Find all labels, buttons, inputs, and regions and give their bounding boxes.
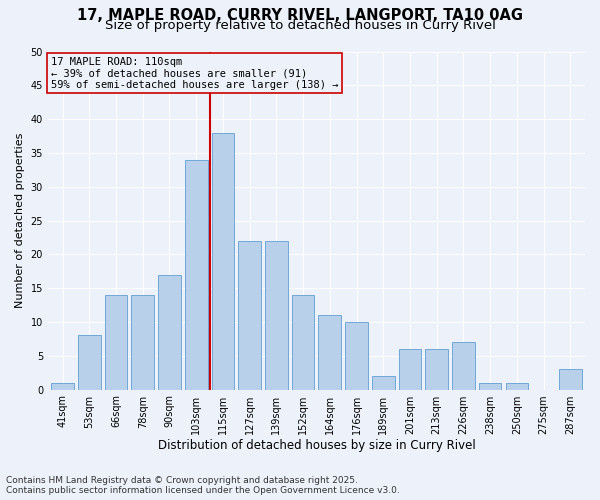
Bar (559, 370, 581, 390)
Bar (372, 376, 395, 390)
Text: 17, MAPLE ROAD, CURRY RIVEL, LANGPORT, TA10 0AG: 17, MAPLE ROAD, CURRY RIVEL, LANGPORT, T… (77, 8, 523, 22)
Bar (398, 349, 421, 390)
Bar (131, 295, 154, 390)
Bar (265, 241, 288, 390)
Bar (51, 383, 74, 390)
Bar (319, 315, 341, 390)
Bar (212, 132, 234, 390)
Bar (185, 160, 208, 390)
Y-axis label: Number of detached properties: Number of detached properties (15, 133, 25, 308)
Bar (506, 383, 528, 390)
Bar (292, 295, 314, 390)
Bar (158, 274, 181, 390)
Bar (104, 295, 127, 390)
Bar (479, 383, 502, 390)
Bar (238, 241, 261, 390)
Text: Contains HM Land Registry data © Crown copyright and database right 2025.
Contai: Contains HM Land Registry data © Crown c… (6, 476, 400, 495)
Bar (452, 342, 475, 390)
X-axis label: Distribution of detached houses by size in Curry Rivel: Distribution of detached houses by size … (158, 440, 475, 452)
Bar (78, 336, 101, 390)
Text: Size of property relative to detached houses in Curry Rivel: Size of property relative to detached ho… (104, 18, 496, 32)
Text: 17 MAPLE ROAD: 110sqm
← 39% of detached houses are smaller (91)
59% of semi-deta: 17 MAPLE ROAD: 110sqm ← 39% of detached … (50, 56, 338, 90)
Bar (425, 349, 448, 390)
Bar (345, 322, 368, 390)
